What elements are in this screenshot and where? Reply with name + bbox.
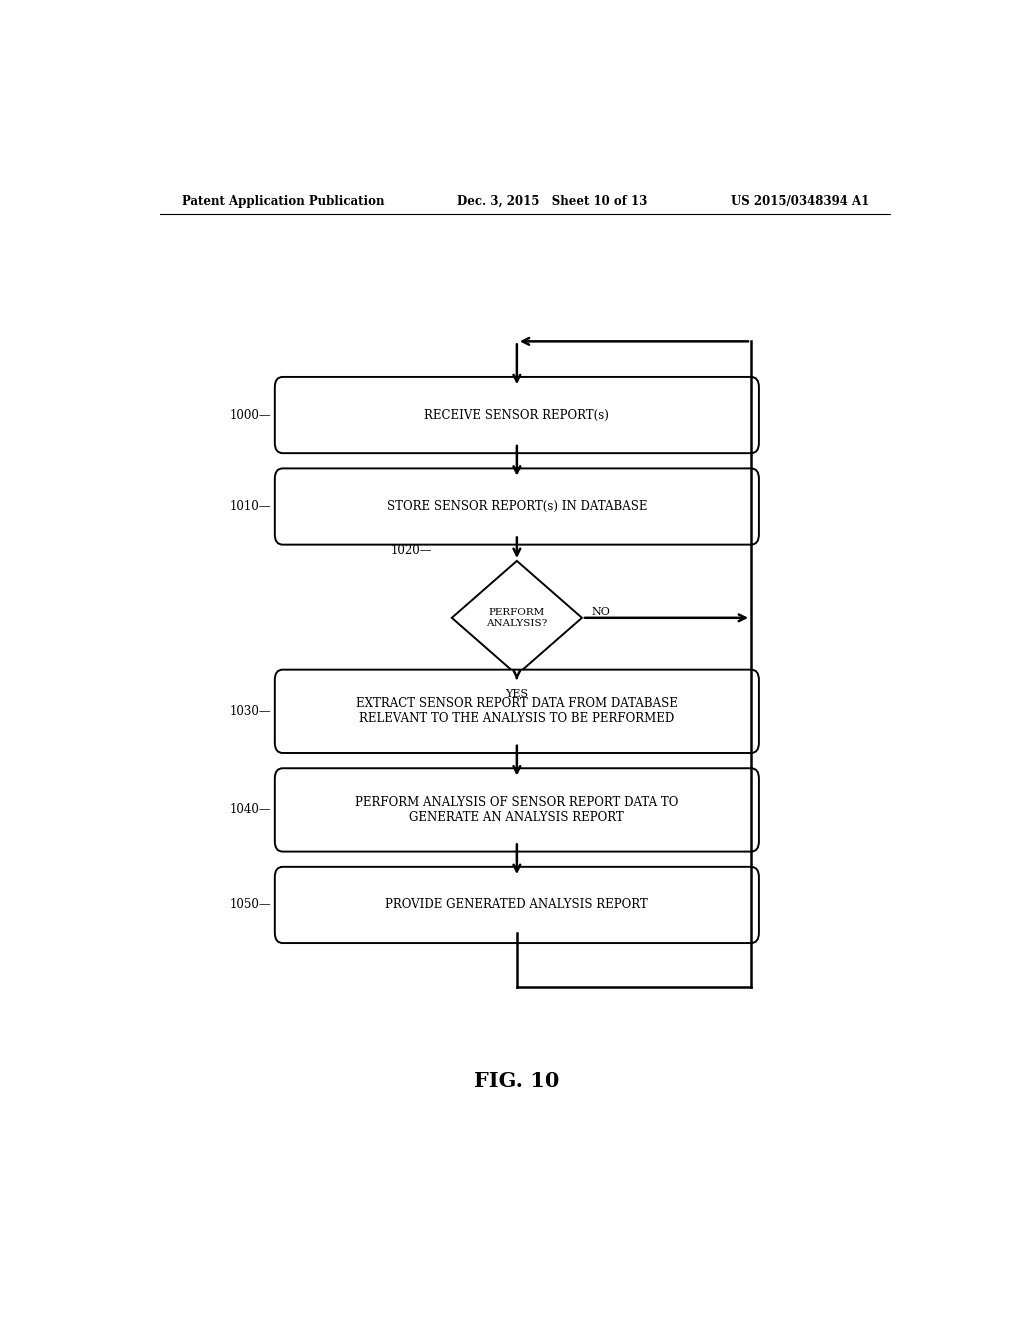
Text: Patent Application Publication: Patent Application Publication [182, 194, 384, 207]
FancyBboxPatch shape [274, 768, 759, 851]
Text: 1020—: 1020— [390, 544, 432, 557]
Text: PERFORM
ANALYSIS?: PERFORM ANALYSIS? [486, 609, 548, 627]
Text: 1000—: 1000— [229, 409, 270, 421]
Text: EXTRACT SENSOR REPORT DATA FROM DATABASE
RELEVANT TO THE ANALYSIS TO BE PERFORME: EXTRACT SENSOR REPORT DATA FROM DATABASE… [356, 697, 678, 725]
Text: US 2015/0348394 A1: US 2015/0348394 A1 [731, 194, 869, 207]
Text: 1050—: 1050— [229, 899, 270, 911]
FancyBboxPatch shape [274, 669, 759, 752]
Text: FIG. 10: FIG. 10 [474, 1072, 559, 1092]
Text: PROVIDE GENERATED ANALYSIS REPORT: PROVIDE GENERATED ANALYSIS REPORT [385, 899, 648, 911]
Text: 1040—: 1040— [229, 804, 270, 816]
Text: 1030—: 1030— [229, 705, 270, 718]
Text: Dec. 3, 2015   Sheet 10 of 13: Dec. 3, 2015 Sheet 10 of 13 [458, 194, 648, 207]
Text: RECEIVE SENSOR REPORT(s): RECEIVE SENSOR REPORT(s) [424, 409, 609, 421]
Polygon shape [452, 561, 582, 675]
FancyBboxPatch shape [274, 867, 759, 942]
Text: NO: NO [592, 607, 610, 616]
Text: YES: YES [505, 689, 528, 700]
Text: STORE SENSOR REPORT(s) IN DATABASE: STORE SENSOR REPORT(s) IN DATABASE [387, 500, 647, 513]
Text: 1010—: 1010— [229, 500, 270, 513]
Text: PERFORM ANALYSIS OF SENSOR REPORT DATA TO
GENERATE AN ANALYSIS REPORT: PERFORM ANALYSIS OF SENSOR REPORT DATA T… [355, 796, 679, 824]
FancyBboxPatch shape [274, 469, 759, 545]
FancyBboxPatch shape [274, 378, 759, 453]
